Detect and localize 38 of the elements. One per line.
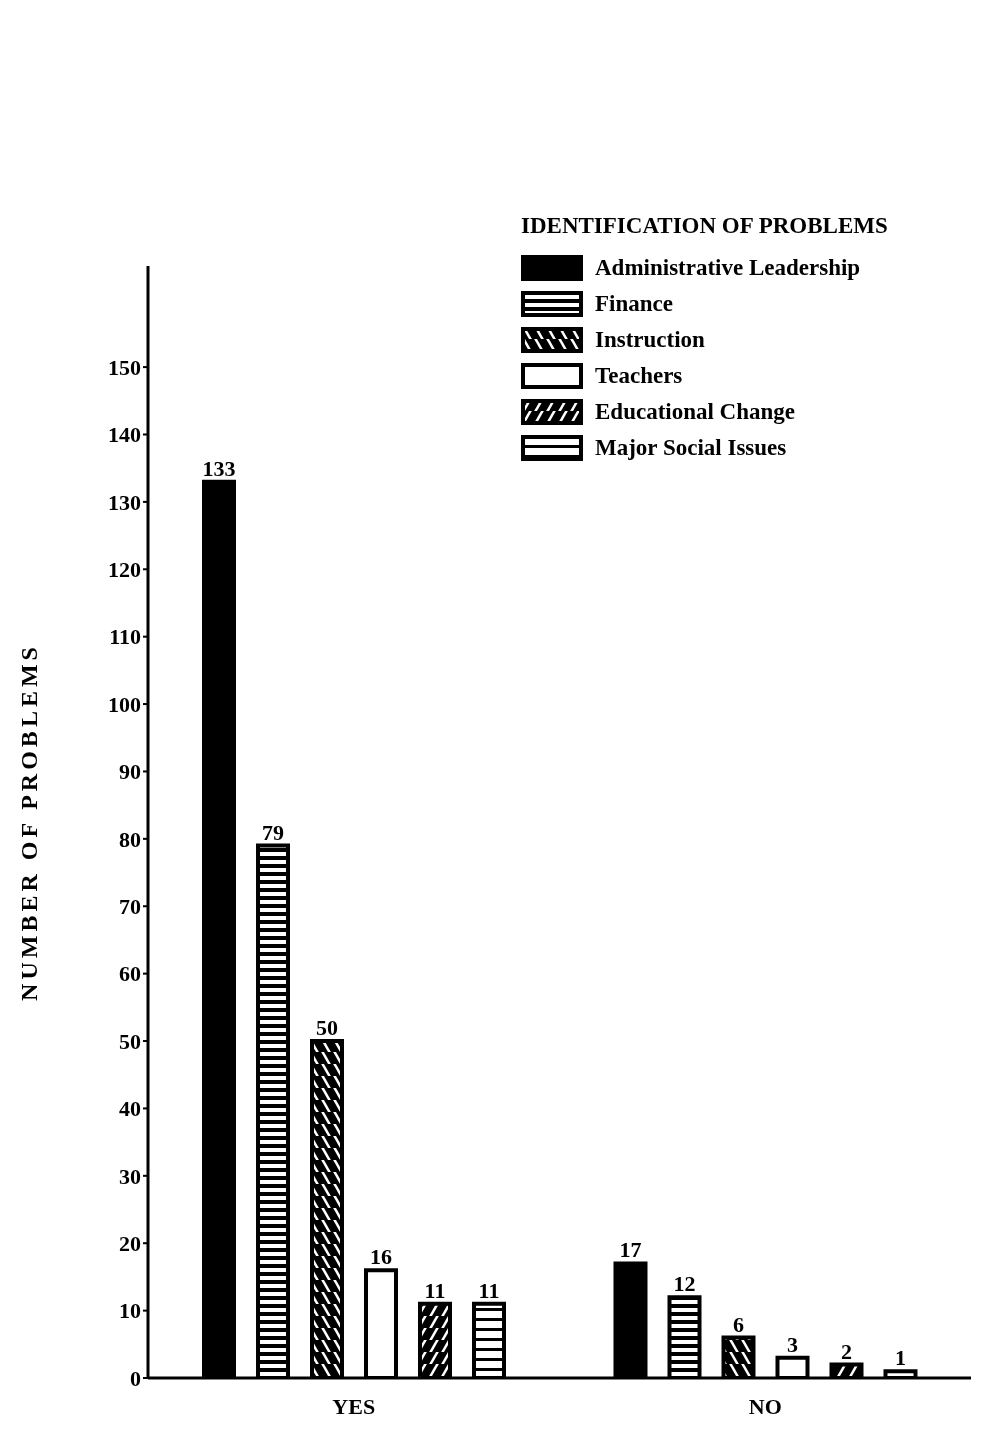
y-tick-label: 70 xyxy=(119,894,141,920)
legend-label: Finance xyxy=(594,291,674,317)
legend-label: Educational Change xyxy=(594,399,796,425)
y-tick-label: 20 xyxy=(119,1231,141,1257)
y-tick-label: 80 xyxy=(119,826,141,852)
data-label: 2 xyxy=(841,1338,852,1364)
data-label: 12 xyxy=(673,1271,696,1297)
y-tick-label: 150 xyxy=(108,354,141,380)
y-axis-title: NUMBER OF PROBLEMS xyxy=(15,643,42,1001)
y-tick-label: 40 xyxy=(119,1096,141,1122)
data-label: 50 xyxy=(316,1015,338,1041)
legend-label: Instruction xyxy=(594,327,706,353)
data-label: 11 xyxy=(424,1277,446,1303)
y-tick-label: 60 xyxy=(119,961,141,987)
data-label: 133 xyxy=(202,455,236,481)
data-label: 17 xyxy=(619,1237,642,1263)
x-tick-label: YES xyxy=(332,1393,376,1419)
data-label: 16 xyxy=(370,1244,392,1270)
data-label: 6 xyxy=(733,1311,744,1337)
y-tick-label: 0 xyxy=(130,1365,141,1391)
legend-title: IDENTIFICATION OF PROBLEMS xyxy=(521,213,889,239)
data-label: 3 xyxy=(787,1331,798,1357)
y-tick-label: 30 xyxy=(119,1163,141,1189)
data-label: 1 xyxy=(895,1345,906,1371)
y-tick-label: 90 xyxy=(119,759,141,785)
x-tick-label: NO xyxy=(748,1393,782,1419)
y-tick-label: 100 xyxy=(108,691,141,717)
legend-label: Teachers xyxy=(594,363,684,389)
data-label: 79 xyxy=(262,819,284,845)
y-tick-label: 10 xyxy=(119,1298,141,1324)
y-tick-label: 50 xyxy=(119,1028,141,1054)
y-tick-label: 140 xyxy=(108,422,141,448)
y-tick-label: 130 xyxy=(108,489,141,515)
legend-label: Major Social Issues xyxy=(594,435,788,461)
y-tick-label: 120 xyxy=(108,557,141,583)
y-tick-label: 110 xyxy=(109,624,141,650)
legend-label: Administrative Leadership xyxy=(594,255,862,281)
data-label: 11 xyxy=(478,1277,500,1303)
